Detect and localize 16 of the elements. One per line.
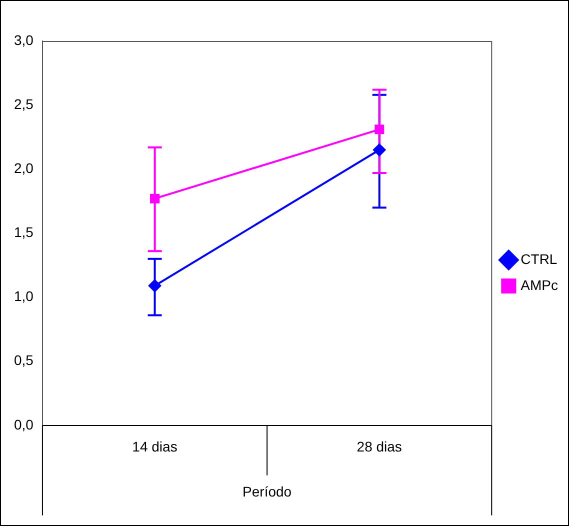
y-tick-label: 2,5 <box>14 96 34 112</box>
x-tick-label: 14 dias <box>132 438 178 455</box>
y-tick-label: 1,5 <box>14 224 34 240</box>
point <box>372 143 386 156</box>
legend-label: CTRL <box>520 250 558 267</box>
y-tick-label: 1,0 <box>14 288 34 304</box>
point <box>374 124 384 134</box>
point <box>150 194 160 204</box>
y-tick-label: 2,0 <box>14 160 34 176</box>
x-tick-label: 28 dias <box>356 438 402 455</box>
y-tick-label: 0,5 <box>14 352 34 368</box>
y-tick-label: 0,0 <box>14 416 34 432</box>
y-tick-label: 3,0 <box>14 32 34 48</box>
legend-label: AMPc <box>520 276 558 293</box>
point <box>148 279 162 292</box>
x-axis-title: Período <box>242 483 292 500</box>
